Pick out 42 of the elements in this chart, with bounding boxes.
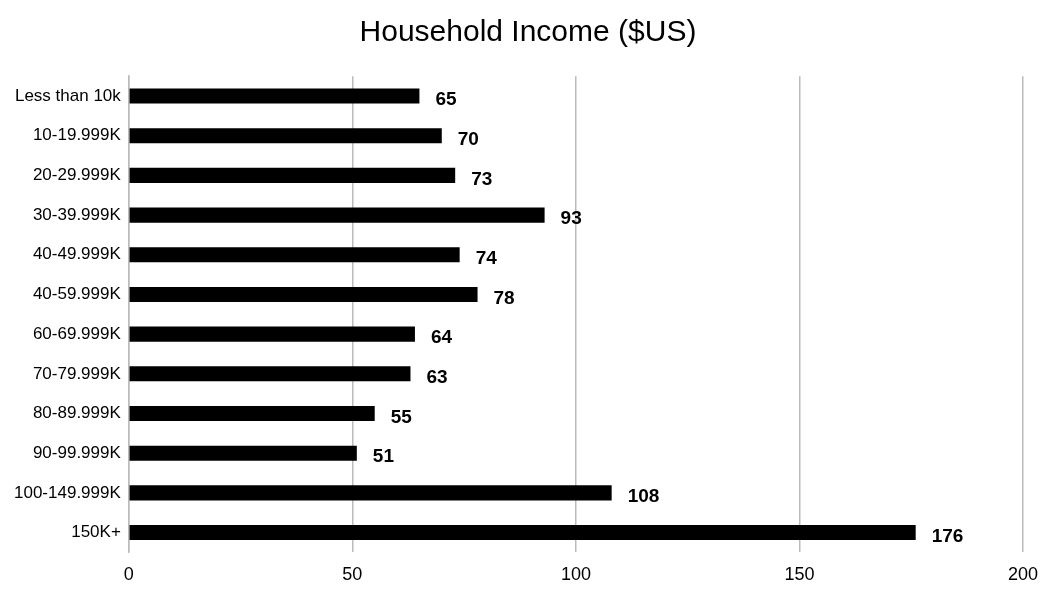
y-tick-label: 40-59.999K xyxy=(32,284,122,304)
data-label: 65 xyxy=(435,88,457,110)
x-tick-label: 200 xyxy=(1007,564,1039,585)
data-label: 108 xyxy=(627,485,660,507)
bar xyxy=(129,207,545,223)
bar xyxy=(129,286,478,302)
data-label: 51 xyxy=(372,445,395,467)
y-tick-label: 20-29.999K xyxy=(32,165,122,185)
data-label: 93 xyxy=(560,207,582,229)
y-tick-label: 90-99.999K xyxy=(32,442,122,462)
x-tick-label: 0 xyxy=(123,564,134,585)
y-tick-label: 80-89.999K xyxy=(32,403,122,423)
bar xyxy=(129,485,612,501)
data-label: 55 xyxy=(390,405,413,427)
bar xyxy=(129,128,442,144)
x-tick-label: 100 xyxy=(560,564,591,585)
bar xyxy=(129,405,375,422)
y-tick-label: 60-69.999K xyxy=(32,323,122,343)
data-label: 64 xyxy=(430,326,453,348)
data-label: 74 xyxy=(475,247,498,269)
bar xyxy=(129,366,411,382)
bar xyxy=(129,445,357,461)
y-tick-label: Less than 10k xyxy=(14,85,122,105)
y-tick-label: 100-149.999K xyxy=(13,482,122,502)
y-tick-label: 30-39.999K xyxy=(32,204,122,224)
y-tick-label: 70-79.999K xyxy=(32,363,122,383)
x-tick-label: 150 xyxy=(784,564,815,585)
data-label: 63 xyxy=(426,366,448,388)
x-tick-label: 50 xyxy=(342,564,363,585)
bar xyxy=(129,167,456,183)
data-label: 70 xyxy=(457,127,479,149)
y-tick-label: 150K+ xyxy=(71,522,121,542)
data-label: 176 xyxy=(931,524,964,546)
bar xyxy=(129,525,916,541)
bar xyxy=(129,326,415,342)
chart-title: Household Income ($US) xyxy=(358,14,698,49)
bar xyxy=(129,247,460,263)
data-label: 78 xyxy=(493,286,515,308)
bar xyxy=(129,88,420,104)
data-label: 73 xyxy=(471,167,493,189)
y-tick-label: 10-19.999K xyxy=(32,125,122,145)
y-tick-label: 40-49.999K xyxy=(32,244,122,264)
